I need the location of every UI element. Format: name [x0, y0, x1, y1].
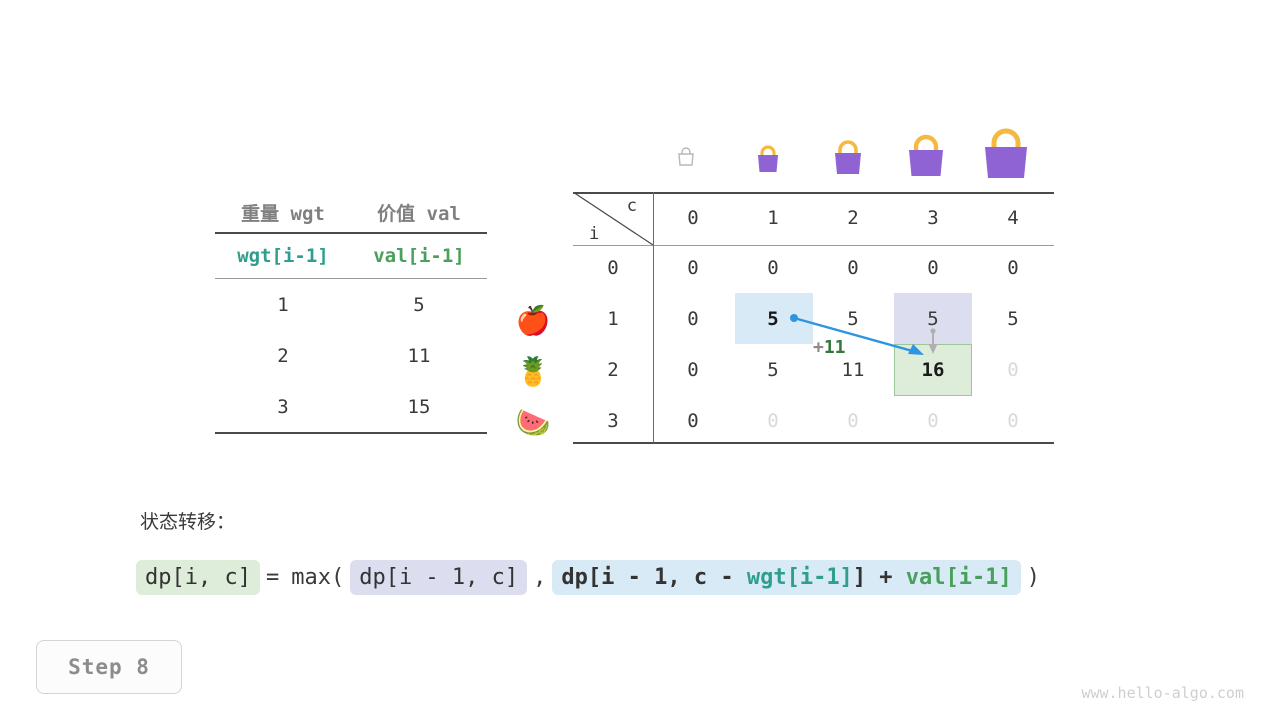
items-table-header-row: 重量 wgt 价值 val: [215, 192, 487, 232]
transition-label: 状态转移：: [140, 511, 236, 533]
dp-cell-0-0: 0: [687, 257, 699, 279]
dp-row-3: 3 0 0 0 0 0: [573, 396, 1054, 447]
formula-equals: =: [265, 565, 280, 590]
bag-icon-3: [900, 129, 952, 183]
dp-cell-1-1: 5: [767, 308, 779, 330]
formula-take-term: dp[i - 1, c - wgt[i-1]] + val[i-1]: [552, 560, 1021, 595]
bag-icon-empty: [675, 146, 697, 170]
fruit-icon-column: 🍎 🍍 🍉: [505, 295, 561, 448]
pineapple-icon: 🍍: [515, 355, 551, 388]
formula-skip-term: dp[i - 1, c]: [350, 560, 528, 595]
items-row-2: 2 11: [215, 330, 487, 381]
dp-rule-vertical: [653, 192, 654, 443]
dp-rule-mid: [573, 245, 1054, 246]
dp-cell-0-1: 0: [767, 257, 779, 279]
dp-cell-0-2: 0: [847, 257, 859, 279]
items-row-3: 3 15: [215, 381, 487, 432]
formula-max-open: max(: [291, 565, 345, 590]
added-value-sign: +: [813, 337, 824, 358]
dp-cell-3-4: 0: [1007, 410, 1019, 432]
items-symbol-val: val[i-1]: [373, 245, 465, 267]
dp-cell-2-4: 0: [1007, 359, 1019, 381]
items-val-3: 15: [407, 395, 431, 418]
items-row-1: 1 5: [215, 279, 487, 330]
items-table: 重量 wgt 价值 val wgt[i-1] val[i-1] 1 5 2 11…: [215, 192, 487, 434]
dp-rule-top: [573, 192, 1054, 194]
items-header-val: 价值 val: [377, 202, 461, 225]
watermelon-icon: 🍉: [515, 406, 551, 439]
items-wgt-1: 1: [277, 293, 289, 316]
items-symbolic-row: wgt[i-1] val[i-1]: [215, 234, 487, 278]
items-header-wgt: 重量 wgt: [241, 202, 325, 225]
dp-row-header-3: 3: [607, 410, 619, 432]
dp-cell-2-0: 0: [687, 359, 699, 381]
dp-cell-0-4: 0: [1007, 257, 1019, 279]
dp-row-axis-label: i: [589, 224, 600, 244]
items-val-2: 11: [407, 344, 431, 367]
apple-icon: 🍎: [515, 304, 551, 337]
dp-cell-2-3: 16: [921, 359, 945, 381]
formula-take-wgt: wgt[i-1]: [746, 565, 853, 590]
items-wgt-3: 3: [277, 395, 289, 418]
step-badge: Step 8: [36, 640, 182, 694]
bag-icon-4: [975, 122, 1037, 186]
items-rule-top: [215, 232, 487, 234]
dp-col-header-4: 4: [1007, 207, 1019, 229]
added-value-amount: 11: [823, 337, 846, 358]
watermark: www.hello-algo.com: [1081, 684, 1244, 702]
bag-icon-1: [751, 142, 785, 178]
dp-row-header-1: 1: [607, 308, 619, 330]
dp-cell-1-3: 5: [927, 308, 939, 330]
dp-cell-3-0: 0: [687, 410, 699, 432]
dp-col-header-1: 1: [767, 207, 779, 229]
formula-take-mid: ] +: [852, 565, 906, 590]
formula-close-paren: ): [1026, 565, 1041, 590]
dp-row-0: 0 0 0 0 0 0: [573, 243, 1054, 294]
transition-formula: dp[i, c] = max( dp[i - 1, c] , dp[i - 1,…: [136, 560, 1046, 595]
dp-header-row: 0 1 2 3 4: [573, 193, 1054, 244]
dp-column-axis-label: c: [626, 196, 637, 216]
items-rule-bottom: [215, 432, 487, 434]
dp-col-header-0: 0: [687, 207, 699, 229]
bag-icon-row: [573, 120, 1054, 190]
dp-cell-1-0: 0: [687, 308, 699, 330]
dp-cell-2-2: 11: [841, 359, 865, 381]
dp-cell-3-1: 0: [767, 410, 779, 432]
items-rule-mid: [215, 278, 487, 279]
formula-result-term: dp[i, c]: [136, 560, 260, 595]
items-wgt-2: 2: [277, 344, 289, 367]
formula-take-val: val[i-1]: [905, 565, 1012, 590]
dp-row-header-2: 2: [607, 359, 619, 381]
dp-col-header-2: 2: [847, 207, 859, 229]
dp-corner-header: c i: [573, 192, 653, 245]
formula-comma: ,: [533, 565, 547, 590]
added-value-annotation: +11: [813, 337, 846, 358]
items-val-1: 5: [413, 293, 425, 316]
items-symbol-wgt: wgt[i-1]: [237, 245, 329, 267]
bag-icon-2: [827, 136, 869, 180]
dp-table: c i 0 1 2 3 4 0 0 0 0 0 0 1 0 5 5 5 5 2 …: [573, 192, 1054, 444]
dp-cell-2-1: 5: [767, 359, 779, 381]
dp-rule-bottom: [573, 442, 1054, 444]
dp-cell-1-4: 5: [1007, 308, 1019, 330]
dp-cell-0-3: 0: [927, 257, 939, 279]
dp-row-header-0: 0: [607, 257, 619, 279]
formula-take-prefix: dp[i - 1, c -: [561, 565, 747, 590]
dp-cell-3-3: 0: [927, 410, 939, 432]
dp-row-2: 2 0 5 11 16 0: [573, 345, 1054, 396]
dp-cell-3-2: 0: [847, 410, 859, 432]
dp-col-header-3: 3: [927, 207, 939, 229]
